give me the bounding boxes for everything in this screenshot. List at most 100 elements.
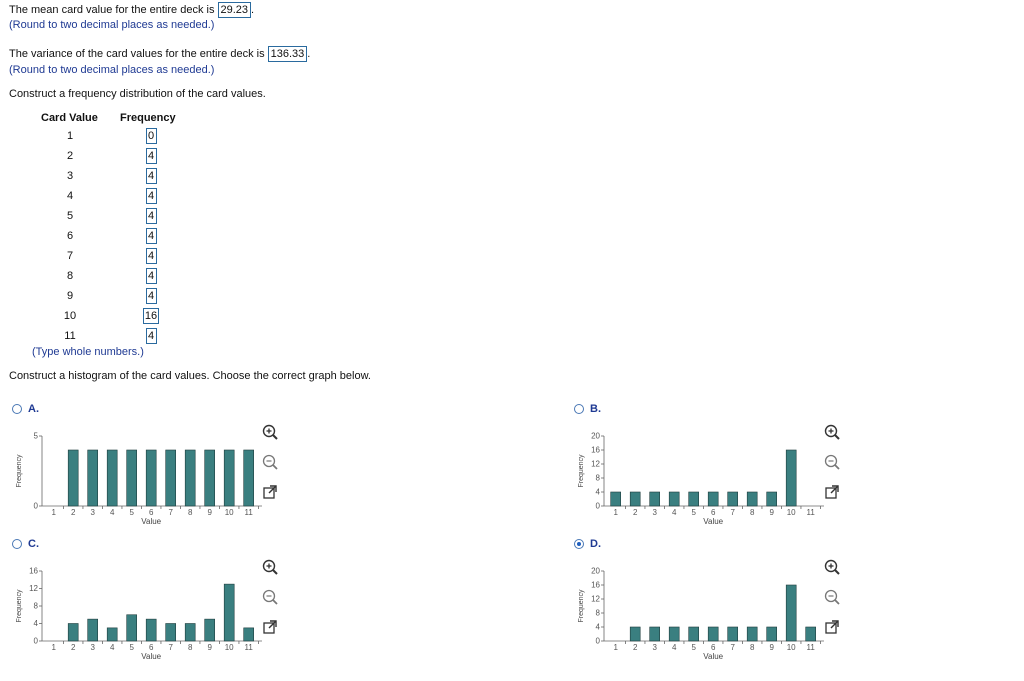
- card-value-cell: 6: [66, 230, 74, 242]
- frequency-input[interactable]: 4: [145, 268, 157, 284]
- x-tick-label: 8: [188, 643, 193, 652]
- y-tick-label: 4: [34, 619, 39, 628]
- x-tick-label: 11: [245, 508, 254, 517]
- x-tick-label: 3: [90, 643, 95, 652]
- x-tick-label: 5: [129, 643, 134, 652]
- histogram-bar: [629, 626, 641, 642]
- frequency-input[interactable]: 4: [145, 288, 157, 304]
- zoom-out-icon[interactable]: [824, 589, 840, 605]
- option-d-radio[interactable]: [574, 539, 584, 549]
- open-new-window-icon[interactable]: [824, 484, 840, 500]
- x-tick-label: 5: [129, 508, 134, 517]
- histogram-option-a: Frequency 0 5 1 2 3 4 5 6 7 8 9 10 11 Value: [16, 432, 262, 526]
- x-tick-label: 11: [807, 643, 816, 652]
- y-tick-label: 0: [34, 637, 39, 646]
- x-tick-label: 2: [71, 508, 76, 517]
- x-tick-label: 10: [787, 508, 796, 517]
- option-c-label[interactable]: C.: [28, 538, 39, 550]
- histogram-bar: [184, 449, 196, 507]
- histogram-bar: [746, 626, 758, 642]
- frequency-input[interactable]: 4: [145, 148, 157, 164]
- mean-answer-box[interactable]: 29.23: [217, 2, 252, 18]
- y-tick-label: 5: [34, 432, 39, 441]
- histogram-bar: [805, 626, 816, 642]
- histogram-bar: [67, 449, 79, 507]
- x-tick-label: 10: [225, 508, 234, 517]
- histogram-bar: [106, 449, 118, 507]
- histogram-bar: [688, 626, 699, 642]
- option-b-label[interactable]: B.: [590, 403, 601, 415]
- zoom-in-icon[interactable]: [824, 559, 840, 575]
- y-axis-label: Frequency: [16, 454, 23, 488]
- frequency-input[interactable]: 4: [145, 228, 157, 244]
- histogram-bar: [67, 623, 79, 642]
- y-tick-label: 12: [29, 584, 38, 593]
- zoom-in-icon[interactable]: [824, 424, 840, 440]
- variance-answer-box[interactable]: 136.33: [267, 46, 308, 62]
- x-tick-label: 4: [672, 508, 677, 517]
- histogram-bar: [243, 449, 254, 507]
- zoom-out-icon[interactable]: [262, 454, 278, 470]
- freq-prompt: Construct a frequency distribution of th…: [9, 88, 266, 100]
- open-new-window-icon[interactable]: [262, 619, 278, 635]
- histogram-bar: [785, 584, 797, 642]
- x-tick-label: 7: [730, 508, 735, 517]
- card-value-cell: 11: [64, 330, 76, 342]
- card-value-cell: 8: [66, 270, 74, 282]
- x-tick-label: 7: [730, 643, 735, 652]
- option-d-label[interactable]: D.: [590, 538, 601, 550]
- card-value-cell: 1: [66, 130, 74, 142]
- y-axis-label: Frequency: [16, 589, 23, 623]
- histogram-bar: [145, 449, 157, 507]
- zoom-out-icon[interactable]: [824, 454, 840, 470]
- option-a-radio[interactable]: [12, 404, 22, 414]
- x-tick-label: 3: [652, 508, 657, 517]
- x-tick-label: 5: [691, 643, 696, 652]
- histogram-bar: [145, 618, 157, 642]
- histogram-bar: [87, 449, 98, 507]
- histogram-bar: [165, 623, 176, 642]
- open-new-window-icon[interactable]: [824, 619, 840, 635]
- x-tick-label: 2: [71, 643, 76, 652]
- histogram-bar: [766, 491, 777, 507]
- frequency-input[interactable]: 4: [145, 188, 157, 204]
- frequency-input[interactable]: 0: [145, 128, 157, 144]
- x-axis-label: Value: [703, 517, 723, 526]
- option-c-radio[interactable]: [12, 539, 22, 549]
- zoom-in-icon[interactable]: [262, 424, 278, 440]
- x-tick-label: 4: [110, 643, 115, 652]
- variance-question: The variance of the card values for the …: [9, 46, 310, 62]
- frequency-input[interactable]: 4: [145, 168, 157, 184]
- option-b-radio[interactable]: [574, 404, 584, 414]
- frequency-input[interactable]: 4: [145, 248, 157, 264]
- x-tick-label: 2: [633, 508, 638, 517]
- x-tick-label: 10: [225, 643, 234, 652]
- card-value-cell: 4: [66, 190, 74, 202]
- histogram-bar: [688, 491, 699, 507]
- y-tick-label: 4: [596, 488, 601, 497]
- y-tick-label: 0: [596, 637, 601, 646]
- x-tick-label: 9: [769, 643, 774, 652]
- card-value-cell: 10: [63, 310, 77, 322]
- y-tick-label: 0: [596, 502, 601, 511]
- histogram-bar: [649, 491, 660, 507]
- x-tick-label: 9: [769, 508, 774, 517]
- frequency-input[interactable]: 4: [145, 208, 157, 224]
- x-tick-label: 11: [807, 508, 816, 517]
- zoom-out-icon[interactable]: [262, 589, 278, 605]
- open-new-window-icon[interactable]: [262, 484, 278, 500]
- histogram-bar: [106, 627, 118, 642]
- x-tick-label: 1: [51, 643, 56, 652]
- frequency-input[interactable]: 16: [143, 308, 159, 324]
- zoom-in-icon[interactable]: [262, 559, 278, 575]
- option-a-label[interactable]: A.: [28, 403, 39, 415]
- frequency-input[interactable]: 4: [145, 328, 157, 344]
- x-tick-label: 8: [750, 643, 755, 652]
- y-tick-label: 8: [596, 609, 601, 618]
- histogram-bar: [629, 491, 641, 507]
- x-tick-label: 2: [633, 643, 638, 652]
- histogram-bar: [204, 449, 215, 507]
- x-tick-label: 1: [613, 643, 618, 652]
